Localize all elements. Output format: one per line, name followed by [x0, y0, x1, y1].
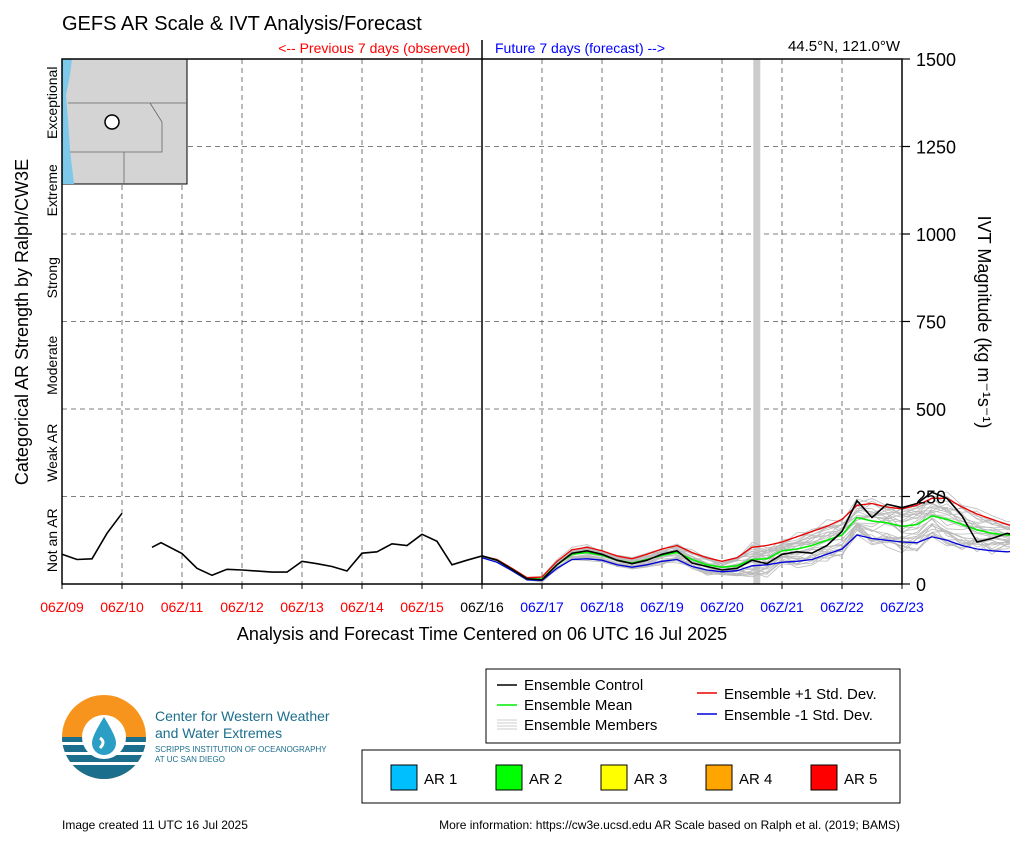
x-axis-ticks: 06Z/09 06Z/10 06Z/11 06Z/12 06Z/13 06Z/14 06Z/…	[40, 584, 924, 615]
ar-legend-label: AR 3	[634, 771, 667, 788]
highlight-band	[753, 59, 761, 584]
series-lines	[61, 491, 1010, 582]
ar-category-label: Strong	[44, 257, 60, 298]
x-tick-label: 06Z/19	[640, 599, 684, 615]
x-tick-label: 06Z/20	[700, 599, 744, 615]
y-tick-label: 1250	[916, 138, 956, 158]
ar-legend-label: AR 5	[844, 771, 877, 788]
y-axis-ticks: 0 250 500 750 1000 1250 1500	[902, 50, 956, 595]
ar-category-label: Exceptional	[44, 67, 60, 139]
legend-members: Ensemble Members	[524, 717, 657, 734]
x-tick-label: 06Z/13	[280, 599, 324, 615]
logo-line-1: Center for Western Weather	[155, 708, 330, 724]
x-tick-label: 06Z/16	[460, 599, 504, 615]
ar-category-labels: Not an AR Weak AR Moderate Strong Extreme Exc…	[44, 67, 60, 573]
ar-swatch	[810, 764, 838, 791]
legend-plus-sd: Ensemble +1 Std. Dev.	[724, 686, 877, 703]
control-line	[61, 512, 123, 561]
ar-category-label: Weak AR	[44, 424, 60, 482]
y-tick-label: 1000	[916, 225, 956, 245]
location-marker	[104, 114, 120, 130]
ar-swatch	[495, 764, 523, 791]
logo-line-2: and Water Extremes	[155, 725, 282, 741]
ar-legend-label: AR 2	[529, 771, 562, 788]
y-tick-label: 750	[916, 313, 946, 333]
ar-category-label: Moderate	[44, 335, 60, 394]
logo-line-4: AT UC SAN DIEGO	[155, 755, 225, 764]
ocean-area	[62, 59, 74, 184]
legend-mean: Ensemble Mean	[524, 697, 632, 714]
water-drop-icon	[92, 717, 116, 755]
series-legend: Ensemble Control Ensemble Mean Ensemble …	[485, 668, 901, 744]
x-axis-label: Analysis and Forecast Time Centered on 0…	[237, 624, 727, 644]
y-tick-label: 250	[916, 488, 946, 508]
ar-legend-label: AR 4	[739, 771, 772, 788]
location-label: 44.5°N, 121.0°W	[788, 38, 901, 55]
x-tick-label: 06Z/09	[40, 599, 84, 615]
ar-swatch	[600, 764, 628, 791]
chart-title: GEFS AR Scale & IVT Analysis/Forecast	[62, 13, 422, 35]
legend-minus-sd: Ensemble -1 Std. Dev.	[724, 707, 873, 724]
x-tick-label: 06Z/10	[100, 599, 144, 615]
ar-category-label: Extreme	[44, 164, 60, 216]
y-tick-label: 500	[916, 400, 946, 420]
minus-sd-line	[481, 534, 1010, 582]
footer-more-info: More information: https://cw3e.ucsd.edu …	[439, 818, 900, 832]
state-border	[68, 102, 187, 184]
ensemble-member-line	[481, 529, 1010, 582]
legend-control: Ensemble Control	[524, 677, 643, 694]
control-line	[151, 491, 1010, 581]
cw3e-logo	[62, 695, 146, 779]
left-axis-label: Categorical AR Strength by Ralph/CW3E	[12, 159, 32, 485]
logo-line-3: SCRIPPS INSTITUTION OF OCEANOGRAPHY	[155, 745, 327, 754]
footer-created: Image created 11 UTC 16 Jul 2025	[62, 818, 248, 832]
future-days-label: Future 7 days (forecast) -->	[495, 40, 665, 56]
x-tick-label: 06Z/21	[760, 599, 804, 615]
x-tick-label: 06Z/17	[520, 599, 564, 615]
y-tick-label: 1500	[916, 50, 956, 70]
y-tick-label: 0	[916, 575, 926, 595]
ar-category-label: Not an AR	[44, 508, 60, 572]
grid	[62, 59, 902, 584]
legend-members-swatch	[497, 719, 517, 730]
ensemble-member-line	[481, 517, 1010, 580]
x-tick-label: 06Z/18	[580, 599, 624, 615]
ar-swatch	[390, 764, 418, 791]
x-tick-label: 06Z/23	[880, 599, 924, 615]
x-tick-label: 06Z/12	[220, 599, 264, 615]
plus-sd-line	[481, 497, 1010, 579]
x-tick-label: 06Z/14	[340, 599, 384, 615]
right-axis-label: IVT Magnitude (kg m⁻¹s⁻¹)	[974, 216, 994, 429]
x-tick-label: 06Z/22	[820, 599, 864, 615]
ar-legend: AR 1 AR 2 AR 3 AR 4 AR 5	[361, 749, 901, 804]
inset-map	[61, 58, 188, 185]
ar-legend-label: AR 1	[424, 771, 457, 788]
x-tick-label: 06Z/15	[400, 599, 444, 615]
mean-line	[481, 514, 1010, 580]
ar-swatch	[705, 764, 733, 791]
previous-days-label: <-- Previous 7 days (observed)	[278, 40, 470, 56]
x-tick-label: 06Z/11	[161, 599, 204, 615]
ensemble-member-line	[481, 532, 1010, 582]
